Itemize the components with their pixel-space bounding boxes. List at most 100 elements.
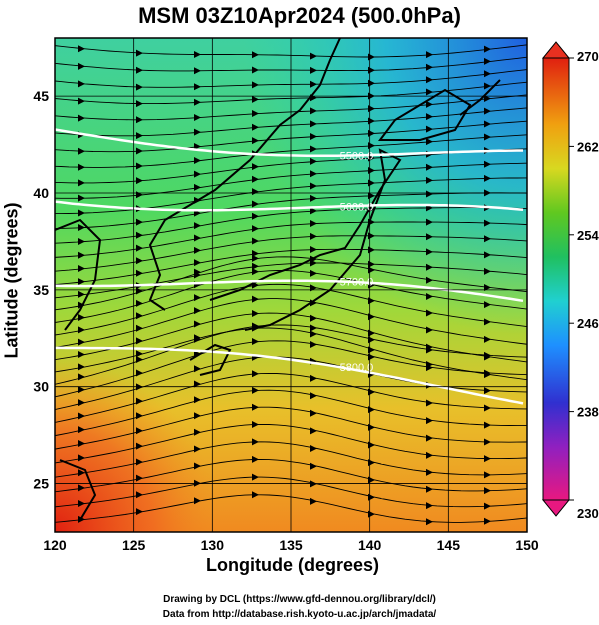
contour-label: 5700.0 [340,276,374,288]
wind-arrow [310,445,317,453]
y-axis-label: Latitude (degrees) [1,202,22,359]
wind-arrow [252,438,259,446]
wind-arrow [310,427,317,435]
streamline [55,406,527,450]
wind-arrow [252,295,259,303]
wind-arrow [78,265,85,273]
wind-arrow [194,307,201,315]
wind-arrow [194,365,201,373]
wind-arrow [310,170,317,178]
wind-arrow [484,335,491,343]
wind-arrow [194,67,201,75]
colorbar-tick-label: 270 [577,49,599,64]
streamline [55,372,527,423]
streamline [55,423,527,464]
wind-arrow [78,62,85,70]
wind-arrow [310,52,317,60]
wind-arrow [426,63,433,71]
wind-arrow [136,369,143,377]
contour-line [55,346,524,405]
grid-lines [55,38,527,532]
wind-arrow [136,458,143,466]
wind-arrow [78,454,85,462]
wind-arrow [252,386,259,394]
wind-arrow [78,97,85,105]
streamline [55,94,527,121]
x-axis-label: Longitude (degrees) [205,555,379,575]
wind-arrow [136,474,143,482]
wind-arrow [484,318,491,326]
wind-arrow [252,225,259,233]
streamline [55,221,527,258]
y-tick-label: 30 [33,379,49,395]
wind-arrow [252,250,259,258]
wind-arrow [484,351,491,359]
wind-arrow [426,468,433,476]
wind-arrow [252,188,259,196]
wind-arrow [78,313,85,321]
wind-arrow [310,107,317,115]
wind-arrow [426,125,433,133]
wind-arrow [194,156,201,164]
wind-arrow [252,268,259,276]
wind-arrow [426,190,433,198]
y-tick-label: 35 [33,282,49,298]
wind-arrow [484,70,491,78]
wind-arrow [194,462,201,470]
x-tick-label: 130 [201,537,225,553]
wind-arrow [78,194,85,202]
streamline [55,298,527,348]
wind-arrow [484,502,491,510]
wind-arrow [310,207,317,215]
contour-label: 5600.0 [340,201,374,213]
wind-arrow [426,326,433,334]
colorbar-tick-label: 238 [577,405,599,420]
wind-arrow [426,485,433,493]
coastlines [55,38,501,521]
wind-arrow [136,218,143,226]
y-tick-label: 40 [33,185,49,201]
wind-arrow [484,219,491,227]
wind-arrow [252,403,259,411]
wind-arrow [310,392,317,400]
wind-arrow [484,45,491,53]
wind-arrow [194,335,201,343]
wind-arrow [252,51,259,59]
wind-arrow [484,284,491,292]
streamline [55,248,527,286]
wind-arrow [484,120,491,128]
wind-arrow [484,107,491,115]
wind-arrow [78,484,85,492]
wind-arrow [426,100,433,108]
wind-arrow [194,170,201,178]
wind-arrow [194,222,201,230]
wind-arrow [426,263,433,271]
plot-frame [54,37,528,533]
chart-title: MSM 03Z10Apr2024 (500.0hPa) [138,3,461,28]
wind-arrow [310,246,317,254]
wind-arrow [136,244,143,252]
wind-arrow [194,246,201,254]
wind-arrow [426,51,433,59]
streamline [55,107,527,137]
streamline [55,256,527,311]
streamline [55,356,527,411]
wind-arrow [194,113,201,121]
wind-arrow [194,183,201,191]
wind-arrow [136,269,143,277]
contour-label: 5800.0 [340,362,374,374]
wind-arrow [194,396,201,404]
wind-arrow [78,350,85,358]
wind-arrow [310,220,317,228]
credit-drawing: Drawing by DCL (https://www.gfd-dennou.o… [163,594,436,605]
streamline [55,324,527,385]
streamline [55,262,527,299]
wind-arrow [78,251,85,259]
streamline [55,340,527,398]
wind-arrow [426,276,433,284]
y-tick-label: 25 [33,476,49,492]
wind-arrow [426,163,433,171]
streamline [55,134,527,168]
wind-arrow [310,409,317,417]
wind-arrow [136,427,143,435]
